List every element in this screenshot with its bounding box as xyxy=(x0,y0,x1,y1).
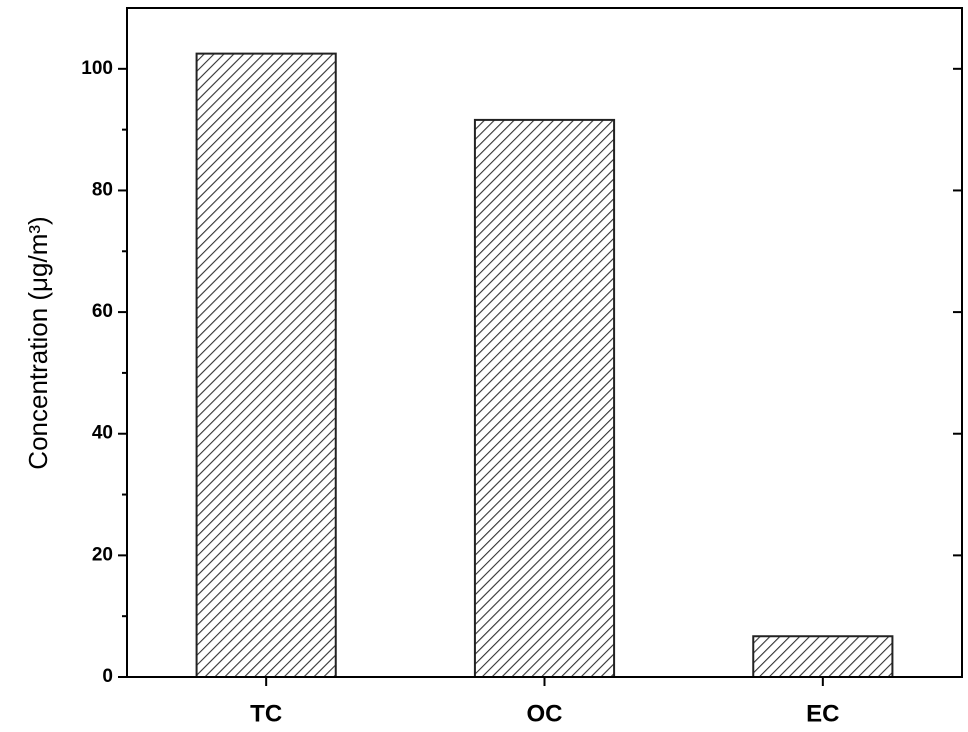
y-axis-label: Concentration (μg/m³) xyxy=(23,216,53,469)
y-tick-label: 100 xyxy=(81,58,113,79)
y-tick-label: 80 xyxy=(92,179,113,200)
y-tick-label: 60 xyxy=(92,301,113,322)
x-tick-label: EC xyxy=(806,700,839,727)
x-tick-label: OC xyxy=(527,700,563,727)
bar xyxy=(195,52,337,678)
plot-frame xyxy=(126,7,963,678)
y-tick-label: 40 xyxy=(92,423,113,444)
bar xyxy=(473,118,616,678)
y-tick-label: 0 xyxy=(102,666,113,687)
y-tick-label: 20 xyxy=(92,544,113,565)
bar xyxy=(752,635,894,679)
x-tick-label: TC xyxy=(250,700,282,727)
